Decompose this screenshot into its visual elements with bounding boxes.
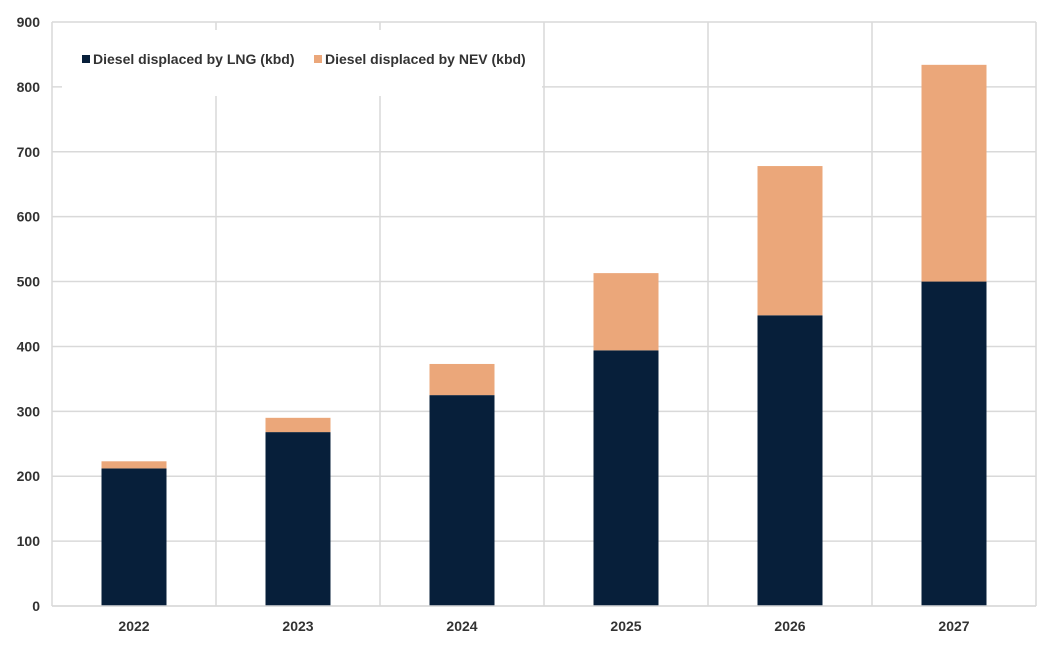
x-tick-label: 2022 xyxy=(118,618,149,634)
legend-label-lng: Diesel displaced by LNG (kbd) xyxy=(93,51,295,67)
y-tick-label: 500 xyxy=(17,274,41,290)
bar-nev-2026 xyxy=(757,166,823,316)
bar-nev-2027 xyxy=(921,64,987,282)
bar-lng-2024 xyxy=(429,395,495,606)
bar-nev-2022 xyxy=(101,461,167,469)
y-axis: 0 100 200 300 400 500 600 700 800 900 xyxy=(17,14,41,614)
x-axis: 2022 2023 2024 2025 2026 2027 xyxy=(52,605,1036,634)
bars xyxy=(101,64,987,606)
y-tick-label: 800 xyxy=(17,79,41,95)
y-tick-label: 600 xyxy=(17,209,41,225)
y-tick-label: 0 xyxy=(32,598,40,614)
y-tick-label: 100 xyxy=(17,533,41,549)
bar-lng-2026 xyxy=(757,315,823,606)
bar-lng-2022 xyxy=(101,468,167,606)
legend-label-nev: Diesel displaced by NEV (kbd) xyxy=(325,51,526,67)
y-tick-label: 700 xyxy=(17,144,41,160)
bar-lng-2023 xyxy=(265,432,331,606)
bar-nev-2025 xyxy=(593,273,659,351)
bar-nev-2024 xyxy=(429,363,495,396)
x-tick-label: 2026 xyxy=(774,618,805,634)
legend-swatch-nev xyxy=(314,55,322,63)
bar-lng-2025 xyxy=(593,350,659,606)
x-tick-label: 2025 xyxy=(610,618,641,634)
x-tick-label: 2027 xyxy=(938,618,969,634)
bar-lng-2027 xyxy=(921,281,987,606)
y-tick-label: 300 xyxy=(17,403,41,419)
x-tick-label: 2023 xyxy=(282,618,313,634)
legend: Diesel displaced by LNG (kbd) Diesel disp… xyxy=(62,30,542,96)
legend-swatch-lng xyxy=(82,55,90,63)
legend-background xyxy=(62,30,542,96)
x-tick-label: 2024 xyxy=(446,618,477,634)
y-tick-label: 900 xyxy=(17,14,41,30)
y-tick-label: 200 xyxy=(17,468,41,484)
y-tick-label: 400 xyxy=(17,338,41,354)
grid xyxy=(51,21,1037,607)
bar-nev-2023 xyxy=(265,417,331,433)
